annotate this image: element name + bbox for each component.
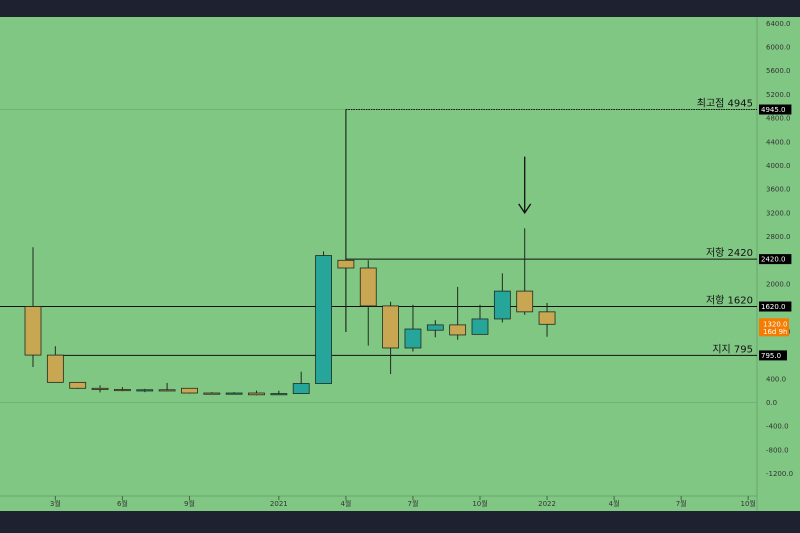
candle-body xyxy=(24,306,42,356)
y-tick-label: 5600.0 xyxy=(766,67,791,75)
level-badge-text: 4945.0 xyxy=(761,106,786,114)
x-tick-label: 10월 xyxy=(472,499,487,508)
y-tick-label: 6000.0 xyxy=(766,44,791,52)
level-badge xyxy=(759,350,787,361)
y-tick-label: 3600.0 xyxy=(766,186,791,194)
level-label: 최고점 4945 xyxy=(697,98,753,110)
candles-layer xyxy=(24,109,556,396)
y-tick-label: 4400.0 xyxy=(766,138,791,146)
price-axis[interactable]: 6400.0 6000.0 5600.0 5200.0 4800.0 4400.0 4000… xyxy=(766,20,793,478)
candle-body xyxy=(516,290,534,313)
level-label: 지지 795 xyxy=(712,343,753,355)
candle-body xyxy=(158,389,176,392)
level-badge xyxy=(759,301,792,312)
candle-body xyxy=(114,389,131,392)
y-tick-label: 6400.0 xyxy=(766,20,791,28)
current-price-countdown: 16d 9h xyxy=(763,328,787,336)
x-tick-label: 4월 xyxy=(340,499,351,508)
level-label: 저항 1620 xyxy=(706,295,753,307)
chart-area: 최고점 4945 저항 2420 저항 1620 지지 795 6400.0 6000.… xyxy=(0,17,800,511)
candle-body xyxy=(471,318,489,335)
level-badge-text: 2420.0 xyxy=(761,256,786,264)
current-price-badge xyxy=(759,318,789,337)
candle-body xyxy=(538,311,556,325)
x-tick-label: 4월 xyxy=(609,499,620,508)
level-badge-text: 1620.0 xyxy=(761,303,786,311)
levels-layer: 최고점 4945 저항 2420 저항 1620 지지 795 xyxy=(0,98,757,403)
y-tick-label: -400.0 xyxy=(766,423,789,431)
candle-body xyxy=(203,392,221,395)
y-tick-label: -1200.0 xyxy=(766,470,793,478)
y-tick-label: 2800.0 xyxy=(766,233,791,241)
candle-body xyxy=(449,324,467,336)
y-tick-label: 4800.0 xyxy=(766,115,791,123)
candle-body xyxy=(292,383,310,395)
candle-body xyxy=(270,393,288,396)
candle-body xyxy=(46,354,64,383)
arrow-head xyxy=(518,203,532,215)
x-tick-label: 2022 xyxy=(538,500,556,508)
y-tick-label: 2000.0 xyxy=(766,281,791,289)
candle-body xyxy=(493,290,511,320)
candle-body xyxy=(181,387,198,394)
candle-body xyxy=(404,328,422,349)
x-tick-label: 7월 xyxy=(676,499,687,508)
y-tick-label: 4000.0 xyxy=(766,162,791,170)
candle-body xyxy=(136,389,154,392)
level-badge xyxy=(759,104,792,115)
annotation-layer xyxy=(518,156,532,215)
y-tick-label: 3200.0 xyxy=(766,209,791,217)
candle-body xyxy=(315,255,332,384)
y-tick-label: 5200.0 xyxy=(766,91,791,99)
x-tick-label: 2021 xyxy=(270,500,288,508)
y-tick-label: 400.0 xyxy=(766,375,786,383)
time-axis[interactable]: 3월 6월 9월 2021 4월 7월 10월 2022 4월 7월 10월 xyxy=(50,496,756,508)
y-tick-label: 0.0 xyxy=(766,399,777,407)
level-badge-text: 795.0 xyxy=(761,352,781,360)
candle-body xyxy=(225,392,243,395)
x-tick-label: 7월 xyxy=(407,499,418,508)
candle-body xyxy=(382,305,400,349)
x-tick-label: 10월 xyxy=(741,499,756,508)
level-label: 저항 2420 xyxy=(706,247,753,259)
candle-body xyxy=(337,259,355,269)
x-tick-label: 9월 xyxy=(184,499,195,508)
candlestick-chart: 최고점 4945 저항 2420 저항 1620 지지 795 6400.0 6000.… xyxy=(0,17,793,511)
candle-body xyxy=(69,381,87,389)
candle-body xyxy=(359,267,377,307)
current-price-label: 1320.0 xyxy=(763,320,788,328)
level-badge xyxy=(759,254,792,265)
candle-body xyxy=(91,387,109,390)
x-tick-label: 3월 xyxy=(50,499,61,508)
candle-body xyxy=(248,392,265,396)
candle-body xyxy=(426,324,444,331)
y-tick-label: -800.0 xyxy=(766,446,789,454)
x-tick-label: 6월 xyxy=(117,499,128,508)
